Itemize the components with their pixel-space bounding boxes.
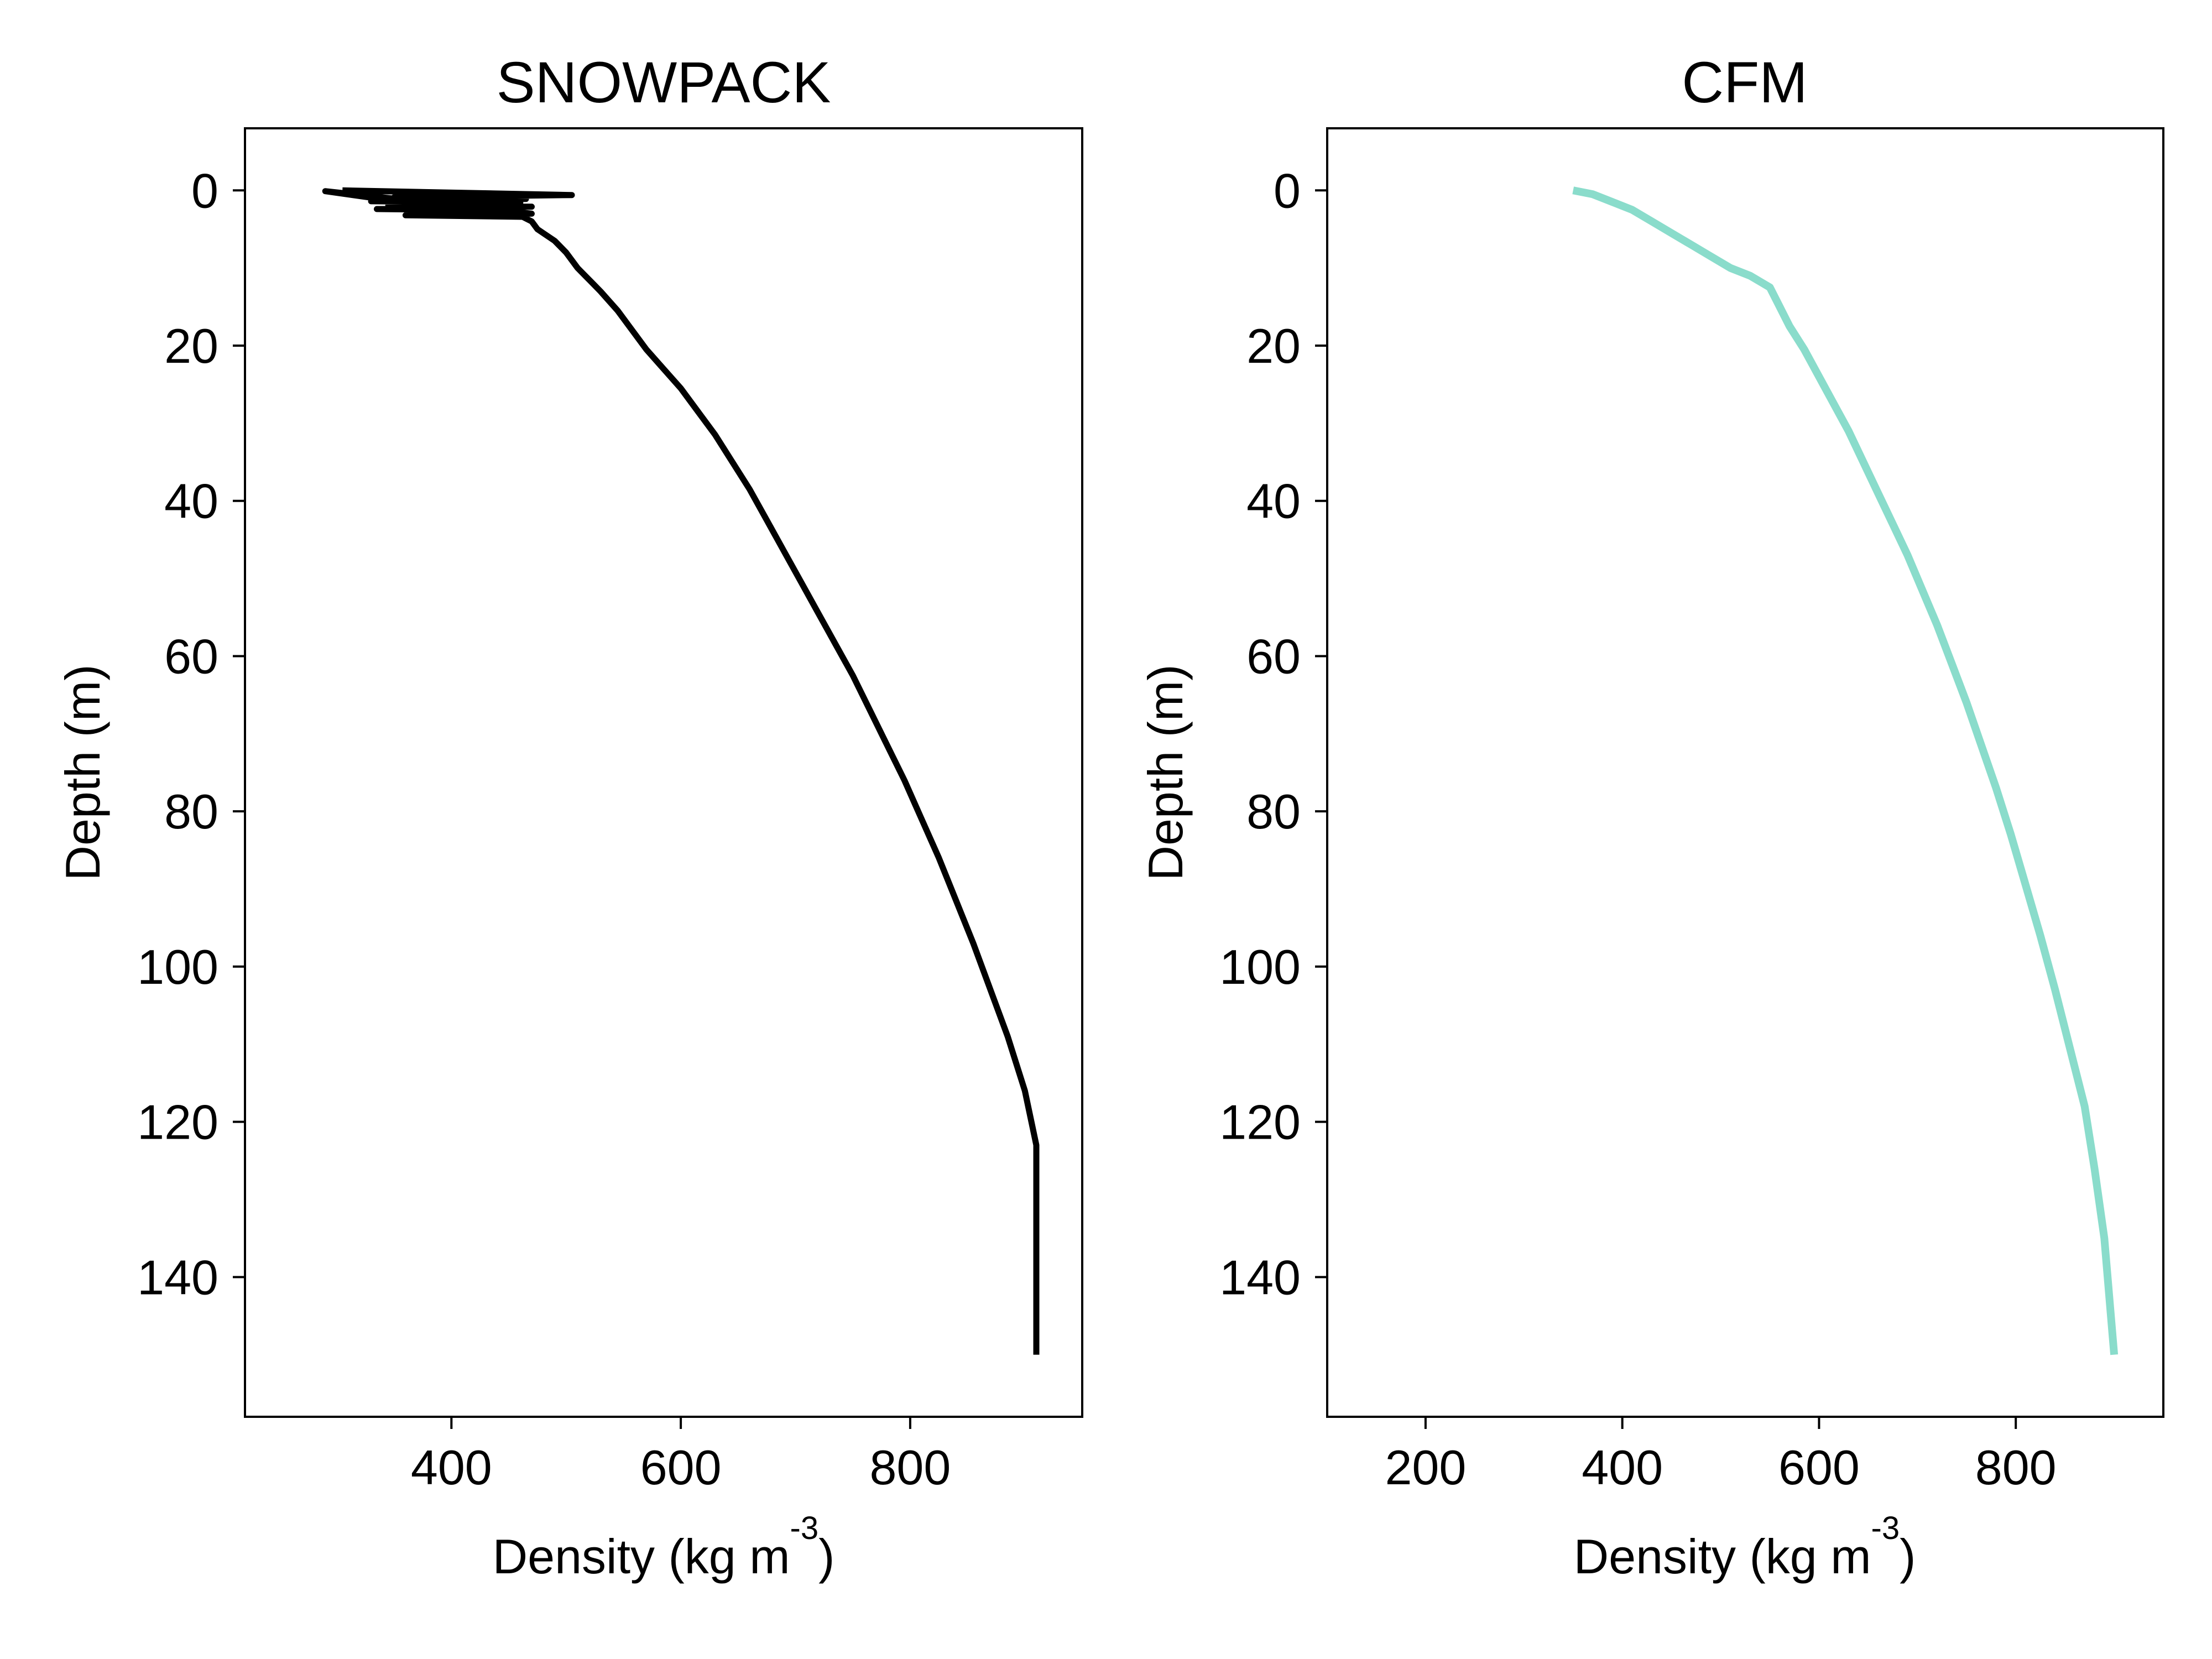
cfm-y-tick-label: 60: [1246, 629, 1301, 684]
cfm-y-tick-label: 20: [1246, 319, 1301, 373]
cfm-ticks: 200 400 600 800 0 20 40 60 80 100 120 140: [1219, 163, 2056, 1495]
snowpack-ticks: 400 600 800 0 20 40 60 80 100 120 140: [137, 163, 951, 1495]
cfm-x-tick-label: 200: [1385, 1440, 1466, 1495]
cfm-x-tick-label: 800: [1975, 1440, 2057, 1495]
cfm-y-tick-label: 40: [1246, 474, 1301, 529]
cfm-y-tick-label: 140: [1219, 1250, 1301, 1305]
snowpack-x-tick-label: 400: [411, 1440, 492, 1495]
snowpack-x-axis-label-superscript: -3: [790, 1510, 819, 1546]
cfm-y-tick-label: 100: [1219, 940, 1301, 994]
cfm-y-tick-label: 80: [1246, 784, 1301, 839]
snowpack-y-tick-label: 120: [137, 1095, 218, 1150]
snowpack-density-line: [322, 187, 1040, 1355]
cfm-x-axis-label-suffix: ): [1900, 1529, 1916, 1584]
snowpack-y-axis-label: Depth (m): [55, 664, 110, 880]
snowpack-title: SNOWPACK: [497, 50, 831, 115]
snowpack-x-tick-label: 800: [869, 1440, 951, 1495]
snowpack-x-axis-label-main: Density (kg m: [493, 1529, 790, 1584]
cfm-x-axis-label-superscript: -3: [1871, 1510, 1900, 1546]
cfm-y-tick-label: 120: [1219, 1095, 1301, 1150]
cfm-x-tick-label: 600: [1778, 1440, 1860, 1495]
cfm-x-axis-label: Density (kg m-3): [1574, 1510, 1916, 1584]
snowpack-y-tick-label: 20: [164, 319, 218, 373]
snowpack-y-tick-label: 40: [164, 474, 218, 529]
snowpack-x-axis-label-suffix: ): [818, 1529, 834, 1584]
snowpack-x-tick-label: 600: [640, 1440, 722, 1495]
cfm-title: CFM: [1682, 50, 1807, 115]
snowpack-panel: SNOWPACK 400 600 800 0 20 40 60 80 100 120 140 Den…: [55, 50, 1083, 1584]
cfm-x-tick-label: 400: [1582, 1440, 1663, 1495]
snowpack-y-tick-label: 0: [191, 163, 218, 218]
snowpack-y-tick-label: 100: [137, 940, 218, 994]
cfm-density-line: [1572, 186, 2119, 1355]
snowpack-plot-area: [244, 127, 1083, 1418]
snowpack-y-tick-label: 80: [164, 784, 218, 839]
cfm-y-axis-label: Depth (m): [1138, 664, 1193, 880]
cfm-panel: CFM 200 400 600 800 0 20 40 60 80 100 120 140 Densi…: [1138, 50, 2164, 1584]
snowpack-y-tick-label: 60: [164, 629, 218, 684]
cfm-x-axis-label-main: Density (kg m: [1574, 1529, 1871, 1584]
snowpack-x-axis-label: Density (kg m-3): [493, 1510, 835, 1584]
cfm-y-tick-label: 0: [1274, 163, 1301, 218]
cfm-plot-area: [1326, 127, 2164, 1418]
snowpack-y-tick-label: 140: [137, 1250, 218, 1305]
